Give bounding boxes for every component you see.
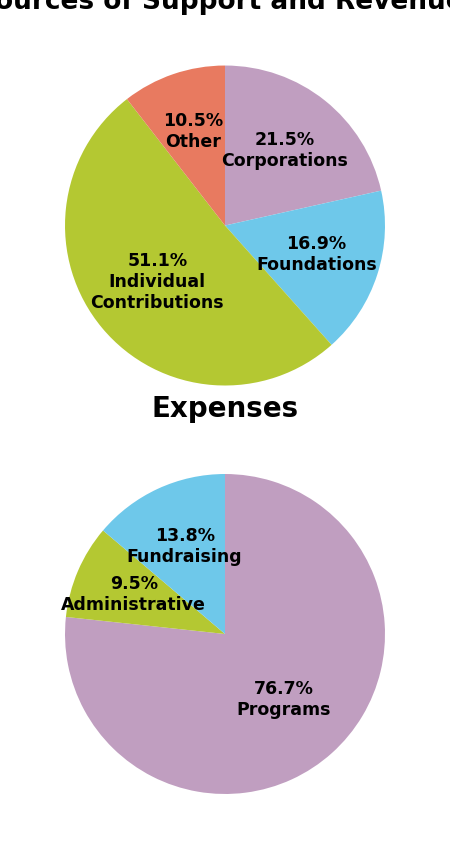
Text: 10.5%
Other: 10.5% Other [163,112,223,151]
Wedge shape [225,191,385,345]
Wedge shape [66,530,225,634]
Text: 51.1%
Individual
Contributions: 51.1% Individual Contributions [90,252,224,311]
Text: 21.5%
Corporations: 21.5% Corporations [221,131,348,170]
Wedge shape [103,474,225,634]
Wedge shape [65,474,385,794]
Wedge shape [65,99,332,386]
Title: Expenses: Expenses [152,396,298,423]
Wedge shape [127,66,225,226]
Text: 16.9%
Foundations: 16.9% Foundations [256,236,377,274]
Title: Sources of Support and Revenue:: Sources of Support and Revenue: [0,0,450,14]
Text: 13.8%
Fundraising: 13.8% Fundraising [127,528,243,566]
Wedge shape [225,66,381,226]
Text: 76.7%
Programs: 76.7% Programs [237,680,331,719]
Text: 9.5%
Administrative: 9.5% Administrative [61,575,206,614]
